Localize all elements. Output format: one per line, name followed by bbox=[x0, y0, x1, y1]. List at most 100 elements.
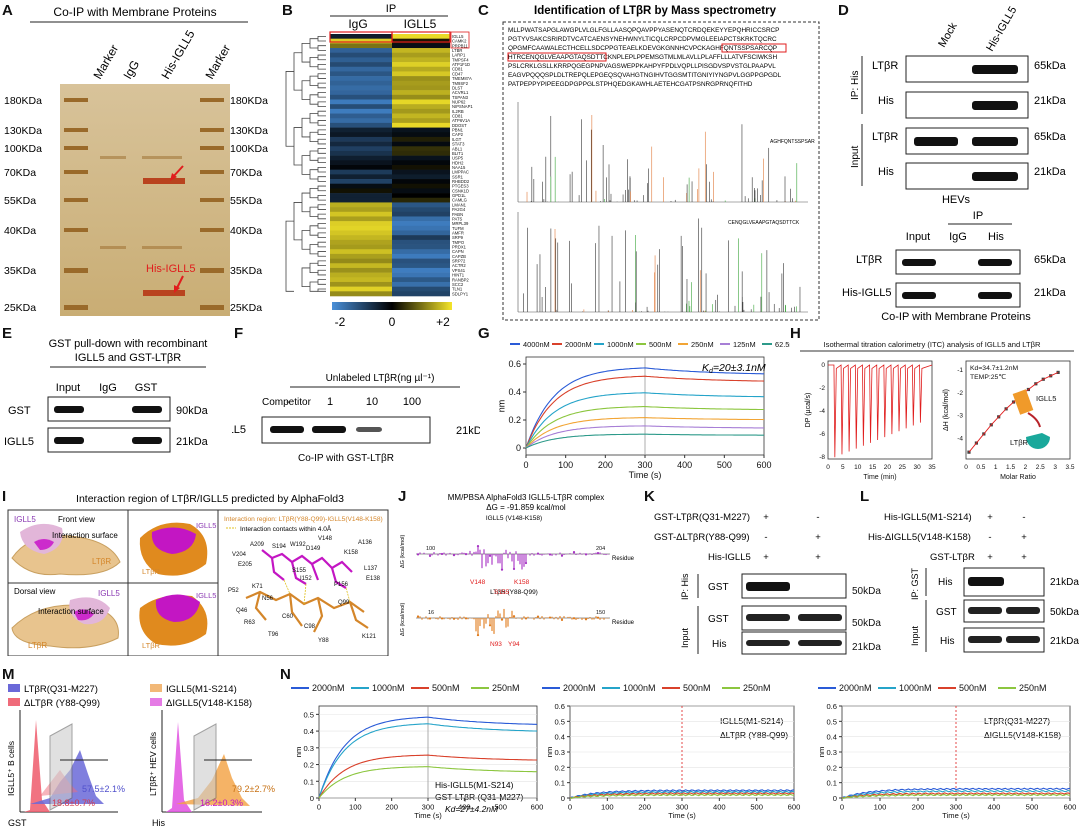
svg-text:Co-IP with Membrane Proteins: Co-IP with Membrane Proteins bbox=[881, 311, 1031, 323]
iglL5-sticks bbox=[261, 549, 353, 589]
svg-text:HTRCENQGLVEAAPGTAQSDTTCKNPLEPL: HTRCENQGLVEAAPGTAQSDTTCKNPLEPLPPEMSGTMLM… bbox=[508, 54, 777, 61]
heat-cell bbox=[330, 43, 392, 49]
svg-text:65kDa: 65kDa bbox=[1034, 254, 1067, 266]
panel-a-title: Co-IP with Membrane Proteins bbox=[53, 5, 216, 19]
gene-label: BLIT1 bbox=[452, 151, 464, 156]
gene-label: CAMLG bbox=[452, 198, 467, 203]
y-axis-label: nm bbox=[294, 747, 303, 758]
blot-band bbox=[972, 65, 1018, 74]
y-tick-label: 0.4 bbox=[508, 387, 521, 397]
svg-text:GST: GST bbox=[708, 582, 729, 593]
dendro-branch bbox=[317, 241, 326, 248]
dendro-branch bbox=[317, 176, 326, 182]
x-tick-label: 600 bbox=[756, 460, 771, 470]
residue-label: V204 bbox=[232, 552, 247, 558]
heat-cell bbox=[392, 235, 450, 241]
itc-ltbr: LTβR bbox=[1010, 438, 1029, 447]
heat-cell bbox=[330, 277, 392, 283]
residue-dot bbox=[440, 552, 444, 556]
svg-text:25KDa: 25KDa bbox=[4, 302, 36, 314]
residue-label: T96 bbox=[268, 632, 279, 638]
heat-cell bbox=[392, 90, 450, 96]
x-axis-label: Molar Ratio bbox=[1000, 474, 1036, 481]
heat-cell bbox=[392, 291, 450, 297]
lane-label: IgG bbox=[120, 58, 142, 82]
x-tick-label: 100 bbox=[558, 460, 573, 470]
panel-b-heatmap: IP IgG IGLL5 IGLL5CAMK2PRPB11LTBRLARP1TM… bbox=[285, 3, 473, 329]
heat-cell bbox=[330, 57, 392, 63]
svg-text:PSLCRKLGSLLKRRPQGEGPNPVAGSWEPP: PSLCRKLGSLLKRRPQGEGPNPVAGSWEPPKAHPYFPDLV… bbox=[508, 63, 776, 70]
y-tick-label: 0.3 bbox=[826, 748, 837, 757]
heat-cell bbox=[330, 66, 392, 72]
svg-text:Input: Input bbox=[906, 231, 930, 243]
svg-text:79.2±2.7%: 79.2±2.7% bbox=[232, 784, 275, 794]
gene-label: CD81 bbox=[452, 114, 463, 119]
isotherm-point bbox=[967, 450, 971, 454]
y-tick-label: 0 bbox=[833, 794, 837, 803]
series-line-1000nM bbox=[841, 789, 1071, 799]
svg-text:21kDa: 21kDa bbox=[1050, 636, 1079, 647]
dendro-branch bbox=[309, 225, 318, 236]
residue-label: N56 bbox=[262, 596, 274, 602]
heat-cell bbox=[330, 160, 392, 166]
svg-text:IP: GST: IP: GST bbox=[910, 567, 920, 600]
legend-label: 2000nM bbox=[563, 683, 596, 693]
x-tick-label: 3.5 bbox=[1065, 464, 1074, 471]
series-line-1000nM bbox=[318, 723, 538, 799]
heat-cell bbox=[392, 239, 450, 245]
svg-text:IGLL5: IGLL5 bbox=[4, 436, 34, 448]
y-tick-label: -1 bbox=[957, 367, 963, 374]
tick-label: 16 bbox=[428, 610, 434, 616]
svg-text:LTβR: LTβR bbox=[872, 60, 898, 72]
svg-text:21kDa: 21kDa bbox=[1050, 577, 1079, 588]
kd-label: Kd=20±3.1nM bbox=[702, 362, 766, 375]
dendro-branch bbox=[317, 288, 326, 292]
x-tick-label: 0 bbox=[317, 803, 321, 812]
blot-band bbox=[978, 292, 1012, 299]
svg-text:GST pull-down with recombinant: GST pull-down with recombinant bbox=[49, 338, 208, 350]
heatmap-cells bbox=[330, 34, 450, 297]
x-tick-label: 1.5 bbox=[1006, 464, 1015, 471]
heat-cell bbox=[392, 244, 450, 250]
y-tick-label: 0 bbox=[561, 794, 565, 803]
x-tick-label: 20 bbox=[884, 464, 892, 471]
heat-cell bbox=[330, 188, 392, 194]
protein-sequence: MLLPWATSAPGLAWGPLVLGLFGLLAASQPQAVPPYASEN… bbox=[508, 27, 782, 88]
residue-label: E138 bbox=[366, 576, 381, 582]
gene-label: HINT1 bbox=[452, 273, 465, 278]
ltbr-cartoon bbox=[1026, 433, 1050, 449]
svg-text:PGTYVSAKCSRIRDTVCATCAENSYNEHWN: PGTYVSAKCSRIRDTVCATCAENSYNEHWNYLTICQLCRP… bbox=[508, 36, 777, 43]
legend-label: 500nM bbox=[432, 683, 460, 693]
y-tick-label: 0.2 bbox=[554, 763, 565, 772]
heat-cell bbox=[392, 66, 450, 72]
residue-dot bbox=[524, 617, 528, 620]
gene-label: PABN bbox=[452, 212, 463, 217]
series-line-2000nM bbox=[525, 375, 765, 449]
heat-cell bbox=[392, 202, 450, 208]
svg-text:180KDa: 180KDa bbox=[230, 95, 268, 107]
panel-label-n: N bbox=[280, 666, 291, 683]
svg-text:LTβR(Q31-M227): LTβR(Q31-M227) bbox=[984, 716, 1050, 726]
panel-label-k: K bbox=[644, 488, 655, 505]
svg-text:Interaction surface: Interaction surface bbox=[52, 531, 118, 540]
svg-text:-: - bbox=[988, 532, 991, 543]
svg-text:40KDa: 40KDa bbox=[4, 225, 36, 237]
legend-label: 1000nM bbox=[899, 683, 932, 693]
y-tick-label: 0.3 bbox=[303, 744, 314, 753]
heat-cell bbox=[392, 277, 450, 283]
svg-text:-: - bbox=[286, 396, 290, 408]
svg-text:LTβR (Y88-Q99): LTβR (Y88-Q99) bbox=[490, 589, 538, 596]
tick-label: 100 bbox=[426, 546, 435, 552]
heat-cell bbox=[392, 38, 450, 44]
blot-band bbox=[978, 259, 1012, 266]
gene-label: SSR1 bbox=[452, 174, 464, 179]
y-tick-label: -4 bbox=[819, 408, 825, 415]
heat-cell bbox=[392, 183, 450, 189]
svg-text:+: + bbox=[815, 552, 821, 563]
svg-text:+: + bbox=[1021, 552, 1027, 563]
itc-temp: TEMP:25℃ bbox=[970, 374, 1006, 381]
gene-label: PA2G4 bbox=[452, 207, 466, 212]
svg-text:GST-ΔLTβR(Y88-Q99): GST-ΔLTβR(Y88-Q99) bbox=[654, 532, 750, 543]
svg-text:Interaction contacts within 4.: Interaction contacts within 4.0Å bbox=[240, 524, 332, 533]
svg-text:+: + bbox=[1021, 532, 1027, 543]
